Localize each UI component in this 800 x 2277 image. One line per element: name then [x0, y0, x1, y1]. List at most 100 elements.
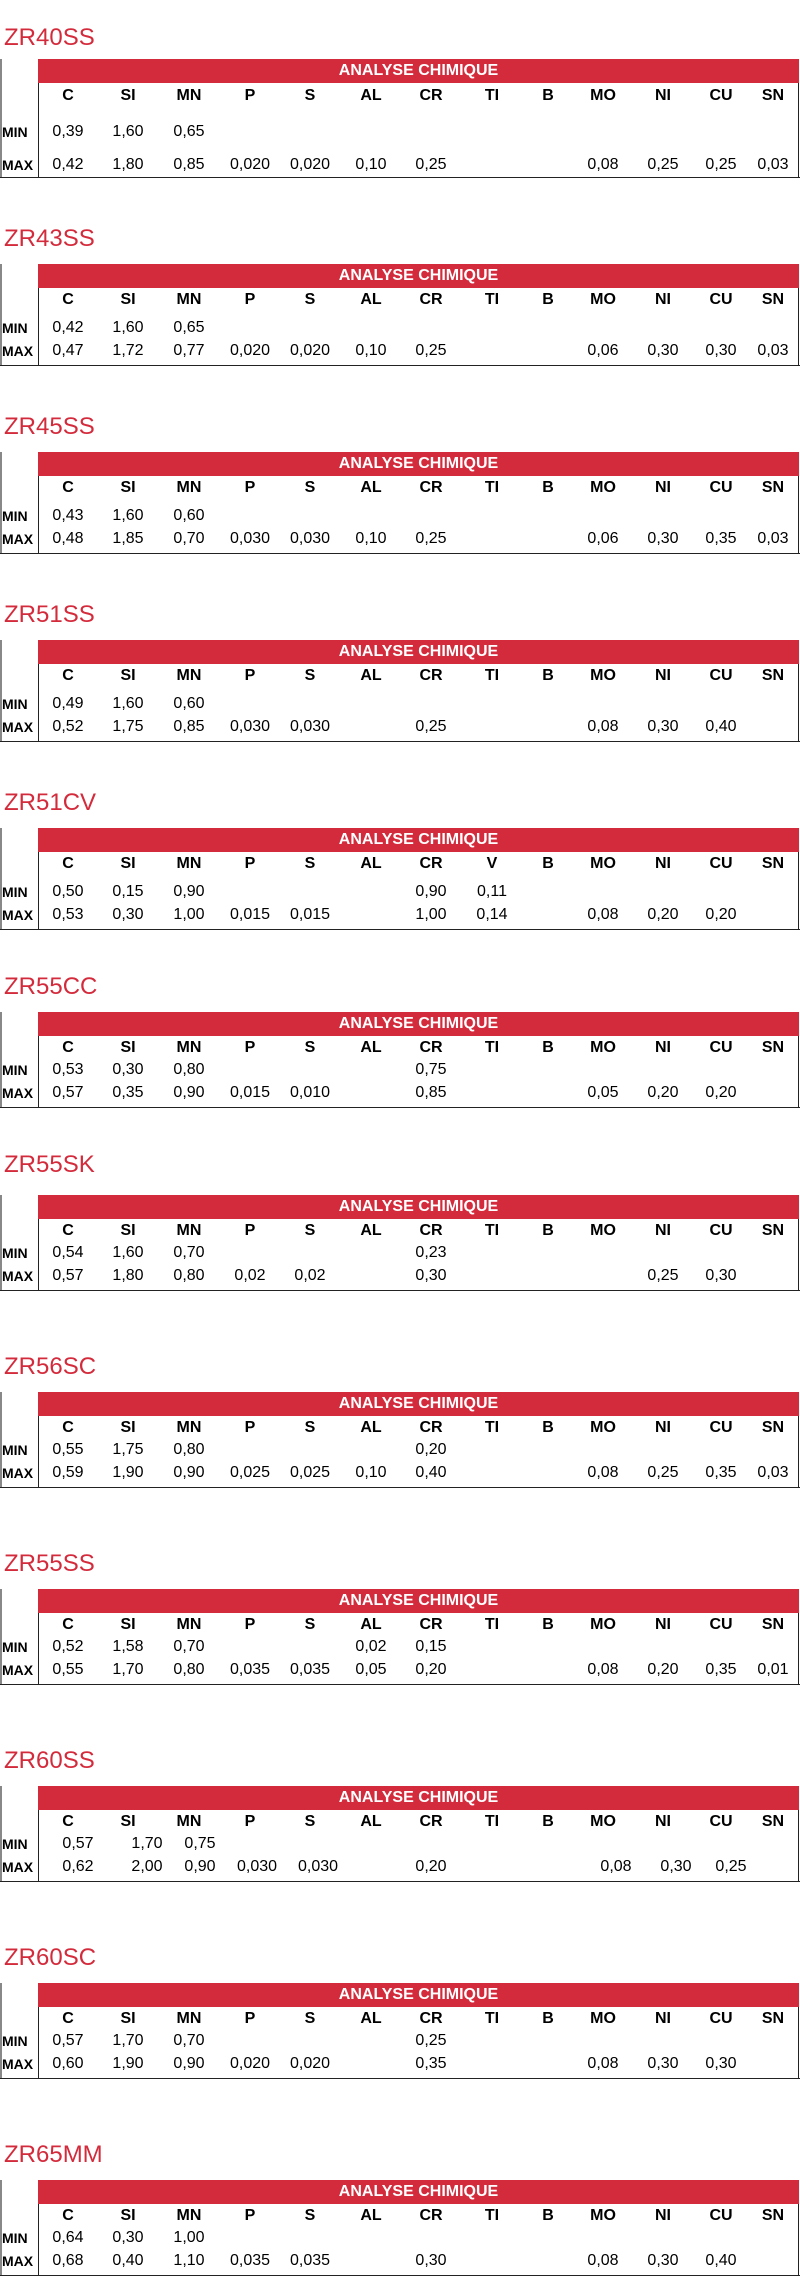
- max-value-cell: 0,030: [289, 718, 331, 735]
- column-header: MN: [176, 2010, 202, 2027]
- max-value-cell: 1,00: [415, 906, 447, 923]
- min-value-cell: 0,55: [52, 1441, 84, 1458]
- max-value-cell: 0,08: [587, 2252, 619, 2269]
- table-left-border: [0, 1983, 2, 2079]
- min-value-cell: 0,60: [173, 695, 205, 712]
- min-value-cell: 0,15: [112, 883, 144, 900]
- min-value-cell: 0,49: [52, 695, 84, 712]
- max-value-cell: 0,020: [289, 156, 331, 173]
- column-header: TI: [484, 2207, 500, 2224]
- column-header: MO: [590, 2010, 616, 2027]
- column-header: TI: [484, 2010, 500, 2027]
- max-value-cell: 0,57: [52, 1267, 84, 1284]
- column-header: C: [62, 2010, 74, 2027]
- analysis-band: ANALYSE CHIMIQUE: [38, 264, 799, 288]
- column-header: S: [304, 291, 316, 308]
- max-value-cell: 0,015: [229, 1084, 271, 1101]
- table-left-border: [0, 1392, 2, 1488]
- max-value-cell: 0,35: [112, 1084, 144, 1101]
- min-value-cell: 0,70: [173, 1244, 205, 1261]
- column-header: P: [244, 1039, 256, 1056]
- max-value-cell: 0,35: [705, 1464, 737, 1481]
- column-header: SI: [120, 1813, 136, 1830]
- max-value-cell: 0,25: [415, 342, 447, 359]
- min-row-label: MIN: [2, 696, 28, 712]
- column-header: CU: [709, 667, 733, 684]
- column-header: AL: [360, 2010, 382, 2027]
- chemical-analysis-table: ANALYSE CHIMIQUE C SI MN P S AL CR TI B MO NI CU SN MI…: [0, 59, 800, 178]
- max-value-cell: 0,30: [415, 2252, 447, 2269]
- max-value-cell: 0,030: [297, 1858, 339, 1875]
- analysis-band: ANALYSE CHIMIQUE: [38, 1195, 799, 1219]
- max-row-label: MAX: [2, 1662, 34, 1678]
- min-value-cell: 0,43: [52, 507, 84, 524]
- chemical-analysis-table: ANALYSE CHIMIQUE C SI MN P S AL CR TI B MO NI CU SN MI…: [0, 1589, 800, 1685]
- column-header: CR: [419, 2010, 443, 2027]
- max-value-cell: 0,03: [757, 530, 789, 547]
- min-value-cell: 0,39: [52, 123, 84, 140]
- min-value-cell: 0,20: [415, 1441, 447, 1458]
- table-bottom-border: [0, 929, 800, 930]
- column-header: SN: [761, 1039, 785, 1056]
- column-header: TI: [484, 291, 500, 308]
- max-value-cell: 0,30: [660, 1858, 692, 1875]
- max-value-cell: 0,030: [236, 1858, 278, 1875]
- table-bottom-border: [0, 1290, 800, 1291]
- chemical-analysis-table: ANALYSE CHIMIQUE C SI MN P S AL CR TI B MO NI CU SN MI…: [0, 1392, 800, 1488]
- column-header: NI: [655, 1222, 671, 1239]
- analysis-band: ANALYSE CHIMIQUE: [38, 828, 799, 852]
- min-value-cell: 0,11: [477, 883, 507, 900]
- min-value-cell: 0,30: [112, 1061, 144, 1078]
- column-header: AL: [360, 2207, 382, 2224]
- max-value-cell: 0,90: [173, 1464, 205, 1481]
- max-value-cell: 0,08: [587, 2055, 619, 2072]
- column-header: B: [542, 1616, 554, 1633]
- max-value-cell: 0,30: [647, 718, 679, 735]
- column-header: B: [542, 479, 554, 496]
- max-value-cell: 0,25: [647, 1267, 679, 1284]
- min-value-cell: 0,75: [184, 1835, 216, 1852]
- column-header: NI: [655, 1813, 671, 1830]
- max-value-cell: 0,08: [587, 718, 619, 735]
- max-value-cell: 0,020: [229, 156, 271, 173]
- column-header: MN: [176, 855, 202, 872]
- min-value-cell: 0,70: [173, 2032, 205, 2049]
- max-value-cell: 1,70: [112, 1661, 144, 1678]
- column-header: V: [486, 855, 498, 872]
- column-header: MN: [176, 1419, 202, 1436]
- max-value-cell: 0,015: [289, 906, 331, 923]
- column-header: MN: [176, 1222, 202, 1239]
- column-header: CU: [709, 1039, 733, 1056]
- max-value-cell: 0,30: [112, 906, 144, 923]
- column-header: NI: [655, 1039, 671, 1056]
- table-bottom-border: [0, 1881, 800, 1882]
- max-value-cell: 0,20: [705, 1084, 737, 1101]
- max-value-cell: 1,72: [112, 342, 144, 359]
- max-value-cell: 0,25: [705, 156, 737, 173]
- table-bottom-border: [0, 177, 800, 178]
- column-header: P: [244, 2207, 256, 2224]
- column-header: NI: [655, 2207, 671, 2224]
- analysis-band: ANALYSE CHIMIQUE: [38, 1589, 799, 1613]
- column-header: SN: [761, 855, 785, 872]
- max-value-cell: 0,30: [705, 1267, 737, 1284]
- max-row-label: MAX: [2, 907, 34, 923]
- min-value-cell: 1,60: [112, 695, 144, 712]
- column-header: CR: [419, 1616, 443, 1633]
- max-value-cell: 0,08: [587, 906, 619, 923]
- column-header: NI: [655, 1419, 671, 1436]
- column-header: P: [244, 2010, 256, 2027]
- max-value-cell: 0,06: [587, 530, 619, 547]
- column-header: B: [542, 667, 554, 684]
- chemical-analysis-table: ANALYSE CHIMIQUE C SI MN P S AL CR TI B MO NI CU SN MI…: [0, 1786, 800, 1882]
- column-header: S: [304, 855, 316, 872]
- table-left-border: [0, 1589, 2, 1685]
- column-header: AL: [360, 87, 382, 104]
- min-value-cell: 0,57: [62, 1835, 94, 1852]
- min-value-cell: 0,02: [355, 1638, 387, 1655]
- min-value-cell: 0,57: [52, 2032, 84, 2049]
- max-value-cell: 0,40: [112, 2252, 144, 2269]
- max-value-cell: 0,30: [647, 2252, 679, 2269]
- column-header: MN: [176, 87, 202, 104]
